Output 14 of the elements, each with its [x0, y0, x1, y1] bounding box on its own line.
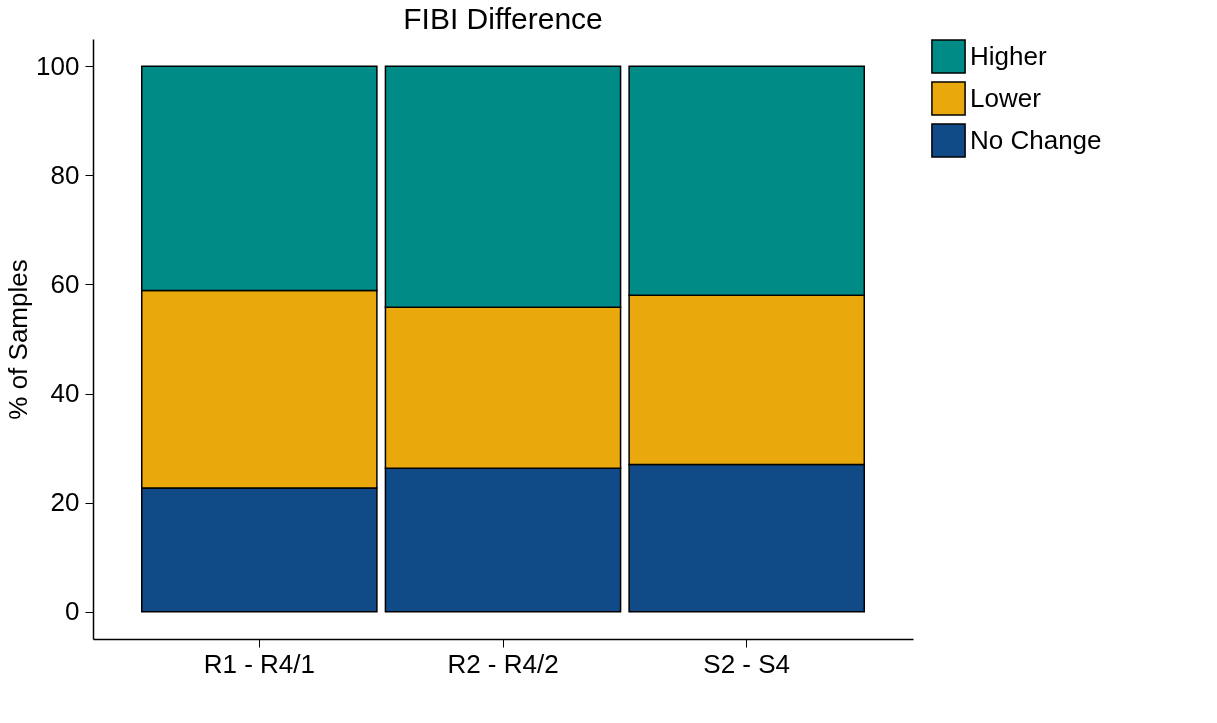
legend-label: Lower	[970, 82, 1042, 113]
chart-title: FIBI Difference	[403, 2, 603, 35]
y-tick-label: 60	[50, 268, 80, 299]
y-tick-label: 0	[65, 596, 80, 627]
y-tick-label: 40	[50, 378, 80, 409]
x-tick-label: R1 - R4/1	[203, 648, 315, 679]
y-tick-label: 20	[50, 487, 80, 518]
y-tick-label: 100	[36, 50, 80, 81]
x-tick-label: R2 - R4/2	[447, 648, 559, 679]
legend-label: Higher	[970, 40, 1047, 71]
y-tick-label: 80	[50, 159, 80, 190]
x-tick-label: S2 - S4	[703, 648, 791, 679]
legend-label: No Change	[970, 124, 1102, 155]
y-axis-title: % of Samples	[3, 259, 34, 420]
